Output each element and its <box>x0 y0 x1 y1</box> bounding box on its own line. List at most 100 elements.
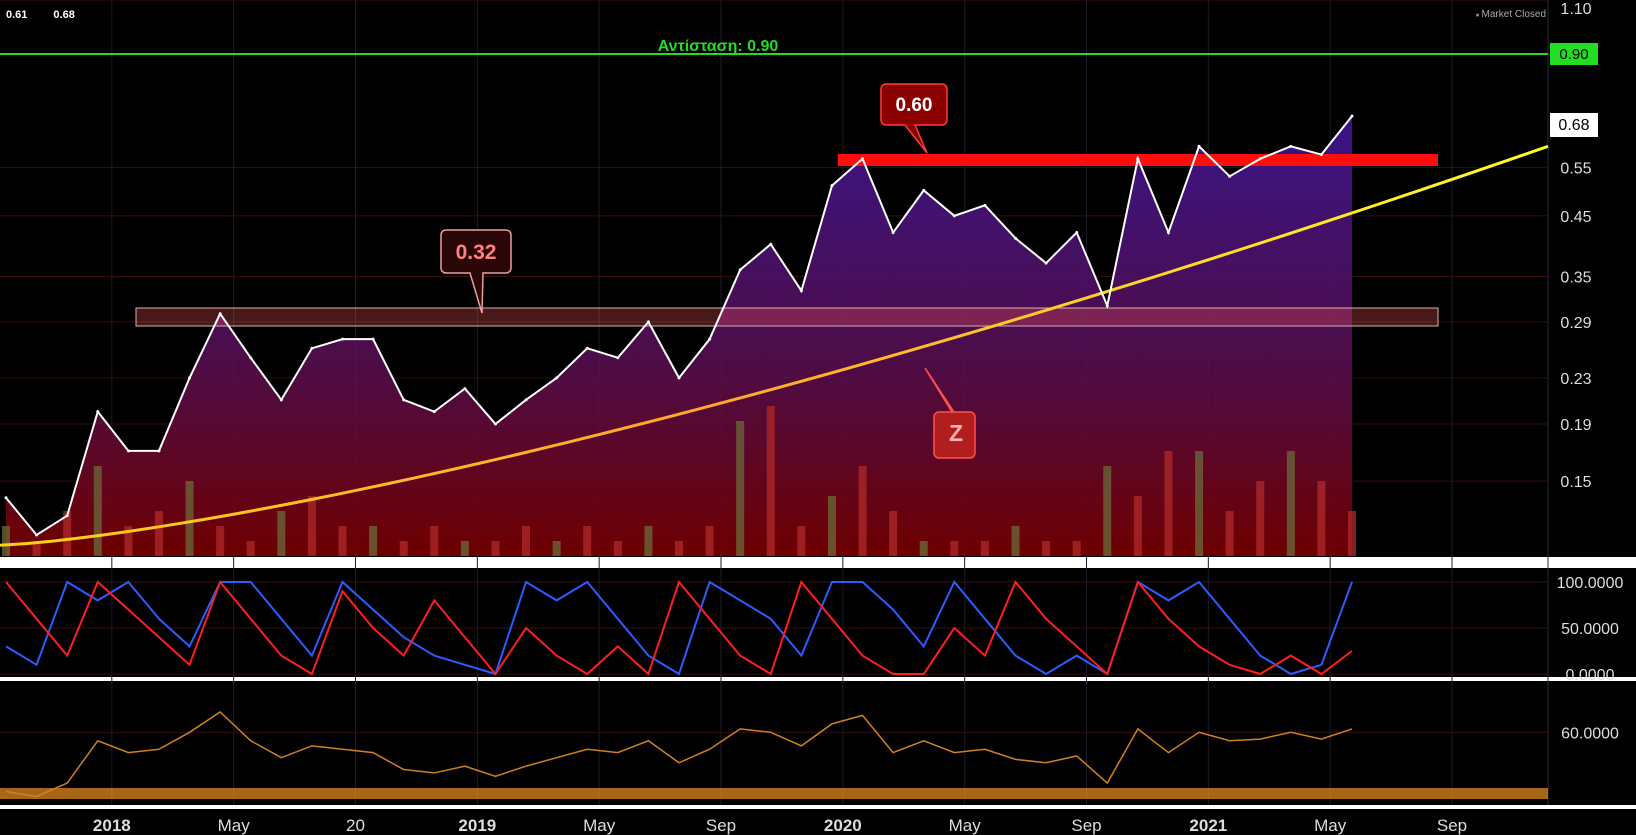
price-point <box>585 346 589 350</box>
callout-060: 0.60 <box>880 83 948 154</box>
ohlc-readout: 0.61 0.68 <box>6 9 101 21</box>
price-point <box>1228 174 1232 178</box>
price-point <box>310 346 314 350</box>
price-point <box>65 514 69 518</box>
y-tick-label: 0.19 <box>1560 417 1591 434</box>
rsi-axis-labels: 60.0000 <box>1561 725 1619 742</box>
x-tick-label: May <box>1314 816 1347 835</box>
volume-bar <box>1286 451 1295 556</box>
price-point <box>1289 144 1293 148</box>
rsi-band <box>0 788 1548 799</box>
price-point <box>188 376 192 380</box>
callout-z: Z <box>924 367 976 459</box>
volume-bar <box>1348 511 1356 556</box>
volume-bar <box>277 511 286 556</box>
price-point <box>341 337 344 341</box>
price-point <box>402 398 406 402</box>
volume-bar <box>246 541 255 556</box>
price-point <box>1166 230 1170 234</box>
volume-bar <box>797 526 806 556</box>
readout-value-a: 0.61 <box>6 9 28 21</box>
volume-bar <box>1225 511 1234 556</box>
price-point <box>249 356 253 360</box>
price-point <box>126 449 130 453</box>
price-point <box>96 410 100 414</box>
volume-bar <box>307 496 316 556</box>
price-point <box>738 268 742 272</box>
price-point <box>922 188 926 192</box>
market-status: Market Closed <box>1475 9 1546 20</box>
volume-bar <box>338 526 347 556</box>
volume-bar <box>154 511 163 556</box>
volume-bar <box>705 526 714 556</box>
volume-bar <box>980 541 989 556</box>
volume-bar <box>1256 481 1265 556</box>
y-tick-label: 0.55 <box>1560 160 1591 177</box>
price-point <box>769 242 773 246</box>
volume-bar <box>2 526 10 556</box>
support-zone-032 <box>135 307 1439 327</box>
price-point <box>1319 153 1323 157</box>
panel-separator <box>0 805 1636 809</box>
volume-bar <box>491 541 500 556</box>
stochastic-axis-labels: 100.0000 50.0000 0.0000 <box>1557 575 1624 684</box>
resistance-label: Αντίσταση: 0.90 <box>658 38 779 55</box>
price-area <box>6 116 1352 556</box>
volume-bar <box>63 511 72 556</box>
x-tick-label: 20 <box>346 816 365 835</box>
price-point <box>35 533 39 537</box>
volume-bar <box>1164 451 1173 556</box>
x-tick-label: Sep <box>1437 816 1467 835</box>
volume-bar <box>32 541 41 556</box>
price-point <box>1136 157 1140 161</box>
volume-bar <box>552 541 561 556</box>
stoch-tick-label: 50.0000 <box>1561 621 1619 638</box>
volume-bars <box>2 406 1356 556</box>
volume-bar <box>1195 451 1204 556</box>
price-area-fill <box>6 116 1352 556</box>
x-axis-labels: g2018May202019MaySep2020MaySep2021MaySep <box>93 816 1467 835</box>
volume-bar <box>889 511 898 556</box>
price-point <box>616 356 620 360</box>
x-tick-label: May <box>583 816 616 835</box>
volume-bar <box>644 526 653 556</box>
price-point <box>524 398 528 402</box>
price-point <box>1105 304 1109 308</box>
price-point <box>1350 114 1354 118</box>
parabolic-curve <box>0 144 1549 547</box>
x-tick-label: May <box>949 816 982 835</box>
readout-value-b: 0.68 <box>53 9 75 21</box>
stoch-d-line <box>5 579 1353 676</box>
price-point <box>1075 230 1079 234</box>
y-tick-label: 0.23 <box>1560 371 1591 388</box>
volume-bar <box>919 541 928 556</box>
price-point <box>279 398 283 402</box>
panel-separator <box>0 557 1636 568</box>
price-point <box>708 337 712 341</box>
y-tick-label: 0.45 <box>1560 209 1591 226</box>
last-price-tag <box>1550 113 1598 137</box>
volume-bar <box>613 541 622 556</box>
callout-032: 0.32 <box>440 229 512 314</box>
volume-bar <box>1072 541 1081 556</box>
price-point <box>830 184 834 188</box>
stochastic-panel <box>0 579 1548 676</box>
stoch-tick-label: 100.0000 <box>1557 575 1624 592</box>
price-point <box>463 387 467 391</box>
price-point <box>1258 157 1262 161</box>
price-point <box>157 449 161 453</box>
x-tick-label: 2019 <box>458 816 496 835</box>
price-series <box>4 114 1354 537</box>
volume-bar <box>766 406 775 556</box>
stoch-tick-label: 0.0000 <box>1566 667 1615 684</box>
volume-bar <box>1011 526 1020 556</box>
price-point <box>646 320 650 324</box>
price-point <box>861 157 865 161</box>
price-point <box>983 203 987 207</box>
y-tick-label: 0.15 <box>1560 474 1591 491</box>
volume-bar <box>827 496 836 556</box>
volume-bar <box>124 526 133 556</box>
rsi-panel <box>0 711 1548 798</box>
volume-bar <box>216 526 225 556</box>
